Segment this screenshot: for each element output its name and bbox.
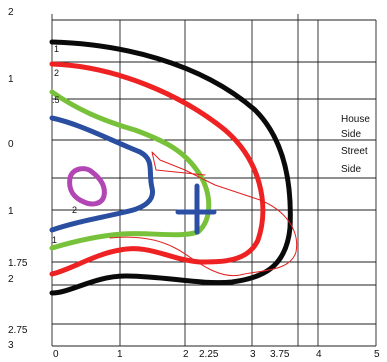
green-contour [49, 89, 212, 251]
y-axis-label: 3 [8, 340, 14, 351]
y-axis-label: 2 [8, 274, 14, 285]
red-contour [49, 61, 266, 277]
street-side-label: Side [341, 164, 361, 175]
x-axis-label: 5 [374, 349, 380, 360]
blue-contour [49, 115, 156, 233]
contour-label-green: .5 [52, 95, 60, 105]
purple-loop [67, 166, 107, 207]
x-axis-label: 2.25 [199, 349, 219, 360]
x-axis-label: 3.75 [270, 349, 290, 360]
y-axis-label: 1.75 [8, 258, 28, 269]
cross-marker [175, 183, 217, 235]
contour-label-blue: 1 [52, 235, 57, 245]
x-axis-label: 0 [53, 349, 59, 360]
street-label: Street [341, 146, 368, 157]
y-axis-label: 0 [8, 139, 14, 150]
x-axis-label: 2 [183, 349, 189, 360]
y-axis-label: 1 [8, 206, 14, 217]
x-axis-label: 3 [250, 349, 256, 360]
house-label: House [341, 114, 370, 125]
contour-label-black: 1 [54, 44, 59, 54]
y-axis-label: 2 [8, 7, 14, 18]
contour-label-red: 2 [54, 68, 59, 78]
y-axis-label: 1 [8, 74, 14, 85]
thin-red-sketch [109, 151, 298, 277]
black-contour [49, 39, 293, 296]
contour-label-purple: 2 [72, 205, 77, 215]
x-axis-label: 1 [117, 349, 123, 360]
y-axis-label: 2.75 [8, 325, 28, 336]
house-side-label: Side [341, 129, 361, 140]
x-axis-label: 4 [316, 349, 322, 360]
